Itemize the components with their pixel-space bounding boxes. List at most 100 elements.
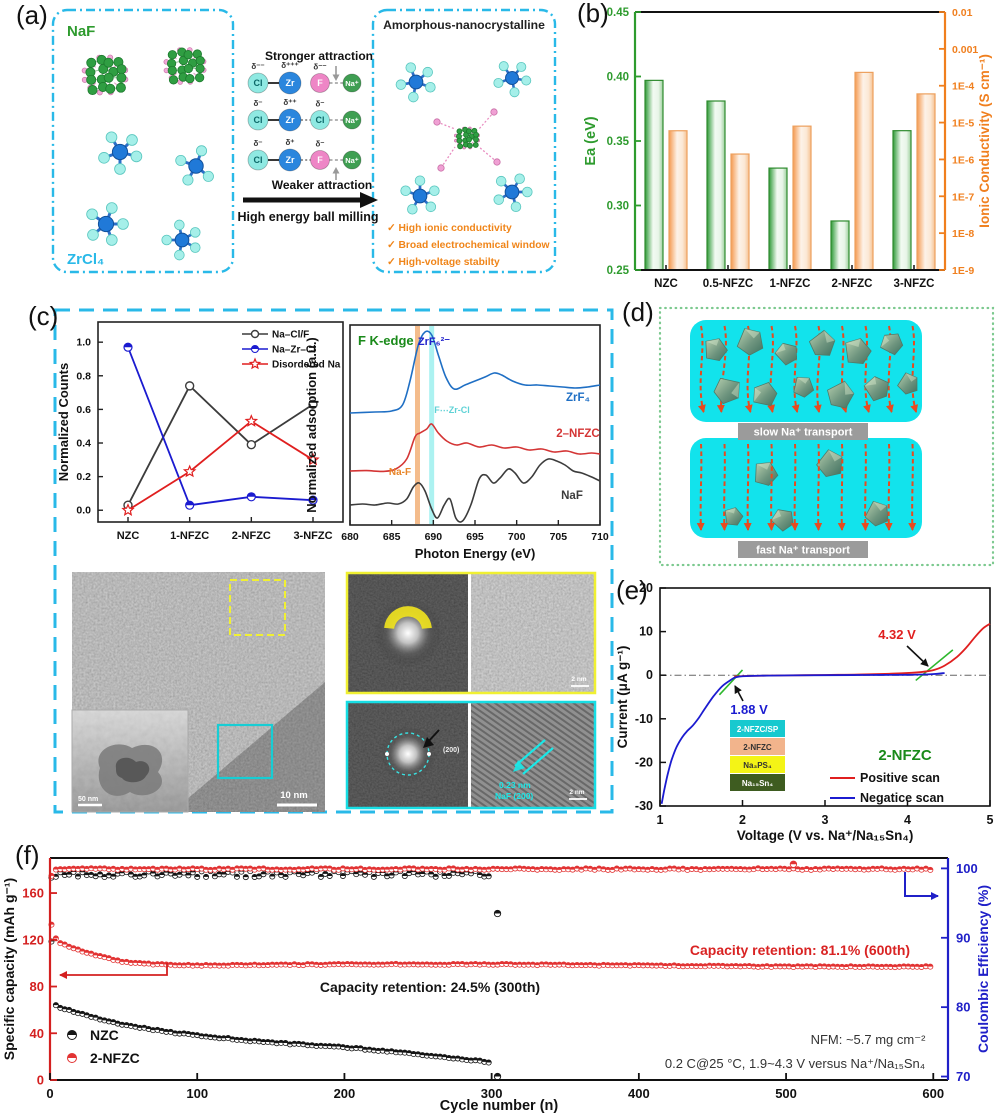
svg-text:Na₃PS₄: Na₃PS₄ — [743, 761, 772, 770]
svg-text:Zr: Zr — [286, 155, 295, 165]
svg-text:300: 300 — [481, 1086, 503, 1101]
svg-text:690: 690 — [425, 531, 443, 543]
svg-text:NZC: NZC — [90, 1027, 119, 1043]
svg-text:3: 3 — [822, 813, 829, 827]
svg-text:NaF (200): NaF (200) — [495, 791, 533, 801]
svg-text:δ⁻: δ⁻ — [315, 140, 324, 149]
svg-text:80: 80 — [956, 1000, 970, 1015]
svg-text:400: 400 — [628, 1086, 650, 1101]
svg-text:Specific capacity (mAh g⁻¹): Specific capacity (mAh g⁻¹) — [1, 878, 17, 1060]
svg-text:NZC: NZC — [117, 530, 140, 542]
svg-text:0.0: 0.0 — [76, 505, 91, 517]
svg-text:5: 5 — [987, 813, 994, 827]
panel-e-cv-chart: 1 2 3 4 5 -30 -20 -10 0 10 20 Current (μA g⁻¹) Volta… — [615, 574, 1000, 864]
svg-text:Disordered Na: Disordered Na — [272, 360, 341, 371]
svg-text:Positive scan: Positive scan — [860, 771, 940, 785]
svg-text:1E-5: 1E-5 — [952, 118, 974, 130]
svg-text:0.01: 0.01 — [952, 7, 973, 19]
panel-a-schematic-art: Cl δ⁻⁻ Zr δ⁺⁺⁺ Fδ⁻⁻ Na⁺ Cl δ⁻ Zr δ⁺⁺ Cl δ⁻ Na⁺ Cl δ⁻ Zr… — [81, 47, 533, 261]
panel-c-border — [53, 308, 614, 814]
svg-text:0.2: 0.2 — [76, 471, 91, 483]
svg-text:Na⁺: Na⁺ — [345, 79, 359, 88]
zrcl4-label: ZrCl₄ — [67, 251, 104, 268]
svg-text:F⋯Zr-Cl: F⋯Zr-Cl — [434, 405, 470, 415]
svg-text:(200): (200) — [443, 747, 459, 754]
svg-text:1E-9: 1E-9 — [952, 265, 974, 277]
svg-text:160: 160 — [22, 886, 44, 901]
svg-text:Voltage (V vs. Na⁺/Na₁₅Sn₄): Voltage (V vs. Na⁺/Na₁₅Sn₄) — [737, 828, 914, 843]
panel-b-bar-chart: NZC 0.5-NFZC 1-NFZC 2-NFZC 3-NFZC 0.25 0.30 0.3… — [575, 0, 1000, 295]
svg-text:Ea (eV): Ea (eV) — [583, 116, 599, 165]
weaker-attraction-label: Weaker attraction — [272, 178, 372, 192]
svg-text:Zr: Zr — [286, 115, 295, 125]
panel-f-svg: 0 40 80 120 160 70 80 90 100 0 100 200 300 400 500 600 C… — [1, 857, 991, 1114]
series-2-nfzc-efficiency — [48, 865, 934, 879]
mechanism-arrows — [243, 66, 378, 208]
panel-c-structure-analysis: 0.0 0.2 0.4 0.6 0.8 1.0 NZC 1-NFZC 2-NFZC 3-NFZC N… — [25, 295, 625, 830]
svg-text:Na–Zr–Cl: Na–Zr–Cl — [272, 345, 316, 356]
series-2-nfzc-capacity — [48, 921, 934, 971]
svg-text:2-NFZC: 2-NFZC — [878, 747, 931, 764]
reactants-box-border — [51, 8, 235, 274]
na-counts-chart: 0.0 0.2 0.4 0.6 0.8 1.0 NZC 1-NFZC 2-NFZC 3-NFZC N… — [56, 321, 344, 542]
svg-text:695: 695 — [466, 531, 484, 543]
svg-text:1E-8: 1E-8 — [952, 228, 974, 240]
svg-text:Cycle number (n): Cycle number (n) — [440, 1098, 559, 1114]
svg-text:1E-7: 1E-7 — [952, 191, 974, 203]
svg-text:100: 100 — [186, 1086, 208, 1101]
svg-text:0: 0 — [46, 1086, 53, 1101]
svg-text:680: 680 — [341, 531, 359, 543]
svg-text:2-NFZC: 2-NFZC — [232, 530, 271, 542]
svg-text:NZC: NZC — [654, 278, 678, 290]
slow-transport-badge — [738, 423, 868, 440]
svg-text:Cl: Cl — [254, 78, 263, 88]
svg-text:0.45: 0.45 — [607, 7, 630, 19]
feature-electrochemical-window: ✓ Broad electrochemical window — [387, 240, 551, 251]
f-k-edge-chart: 680 685 690 695 700 705 710 F K-edge ZrF₆²⁻ Na-F F… — [304, 324, 609, 561]
svg-text:0.6: 0.6 — [76, 404, 91, 416]
svg-text:10 nm: 10 nm — [280, 790, 307, 801]
svg-text:F K-edge: F K-edge — [358, 333, 414, 348]
amorphous-roi-box — [229, 579, 286, 636]
product-molecules — [395, 61, 533, 215]
svg-text:Capacity retention: 24.5% (300: Capacity retention: 24.5% (300th) — [320, 979, 540, 995]
product-box-border — [371, 8, 557, 274]
feature-voltage-stability: ✓ High-voltage stabilty — [387, 257, 500, 268]
panel-a-svg: Cl δ⁻⁻ Zr δ⁺⁺⁺ Fδ⁻⁻ Na⁺ Cl δ⁻ Zr δ⁺⁺ Cl δ⁻ Na⁺ Cl δ⁻ Zr… — [51, 8, 557, 274]
spot-arrow — [423, 737, 434, 748]
svg-text:40: 40 — [30, 1026, 44, 1041]
svg-text:2: 2 — [739, 813, 746, 827]
reactant-molecules — [81, 47, 214, 261]
svg-text:2 nm: 2 nm — [569, 789, 584, 796]
svg-text:1-NFZC: 1-NFZC — [770, 278, 811, 290]
svg-text:200: 200 — [334, 1086, 356, 1101]
svg-text:0.40: 0.40 — [607, 72, 629, 84]
panel-d-border — [658, 306, 995, 567]
svg-text:80: 80 — [30, 979, 44, 994]
svg-text:NaF: NaF — [561, 490, 583, 502]
panel-b-svg: NZC 0.5-NFZC 1-NFZC 2-NFZC 3-NFZC 0.25 0.30 0.3… — [583, 7, 992, 290]
feature-ionic-conductivity: ✓ High ionic conductivity — [387, 223, 512, 234]
svg-text:0.35: 0.35 — [607, 136, 630, 148]
fft-amorphous-pair: 2 nm — [345, 571, 597, 695]
svg-text:Na⁺: Na⁺ — [345, 156, 359, 165]
svg-text:3-NFZC: 3-NFZC — [894, 278, 935, 290]
svg-text:685: 685 — [383, 531, 401, 543]
svg-text:90: 90 — [956, 930, 970, 945]
svg-text:Photon Energy (eV): Photon Energy (eV) — [415, 546, 536, 561]
svg-text:0.2 C@25 °C, 1.9~4.3 V versus: 0.2 C@25 °C, 1.9~4.3 V versus Na⁺/Na₁₅Sn… — [665, 1056, 925, 1071]
panel-a-label: (a) — [16, 0, 48, 30]
panel-d-transport-schematic: slow Na⁺ transport fast Na⁺ transport (d… — [615, 292, 1000, 574]
svg-text:2-NFZC: 2-NFZC — [743, 743, 772, 752]
svg-text:Cl: Cl — [254, 155, 263, 165]
svg-text:0: 0 — [37, 1073, 44, 1088]
svg-text:-30: -30 — [635, 799, 653, 813]
svg-text:1E-4: 1E-4 — [952, 81, 974, 93]
panel-b-label: (b) — [577, 0, 609, 28]
svg-text:Negatice scan: Negatice scan — [860, 791, 944, 805]
cv-chart: 1 2 3 4 5 -30 -20 -10 0 10 20 Current (μA g⁻¹) Volta… — [615, 581, 994, 843]
svg-text:120: 120 — [22, 932, 44, 947]
svg-text:Normalized adsorption (a.u.): Normalized adsorption (a.u.) — [304, 337, 319, 513]
